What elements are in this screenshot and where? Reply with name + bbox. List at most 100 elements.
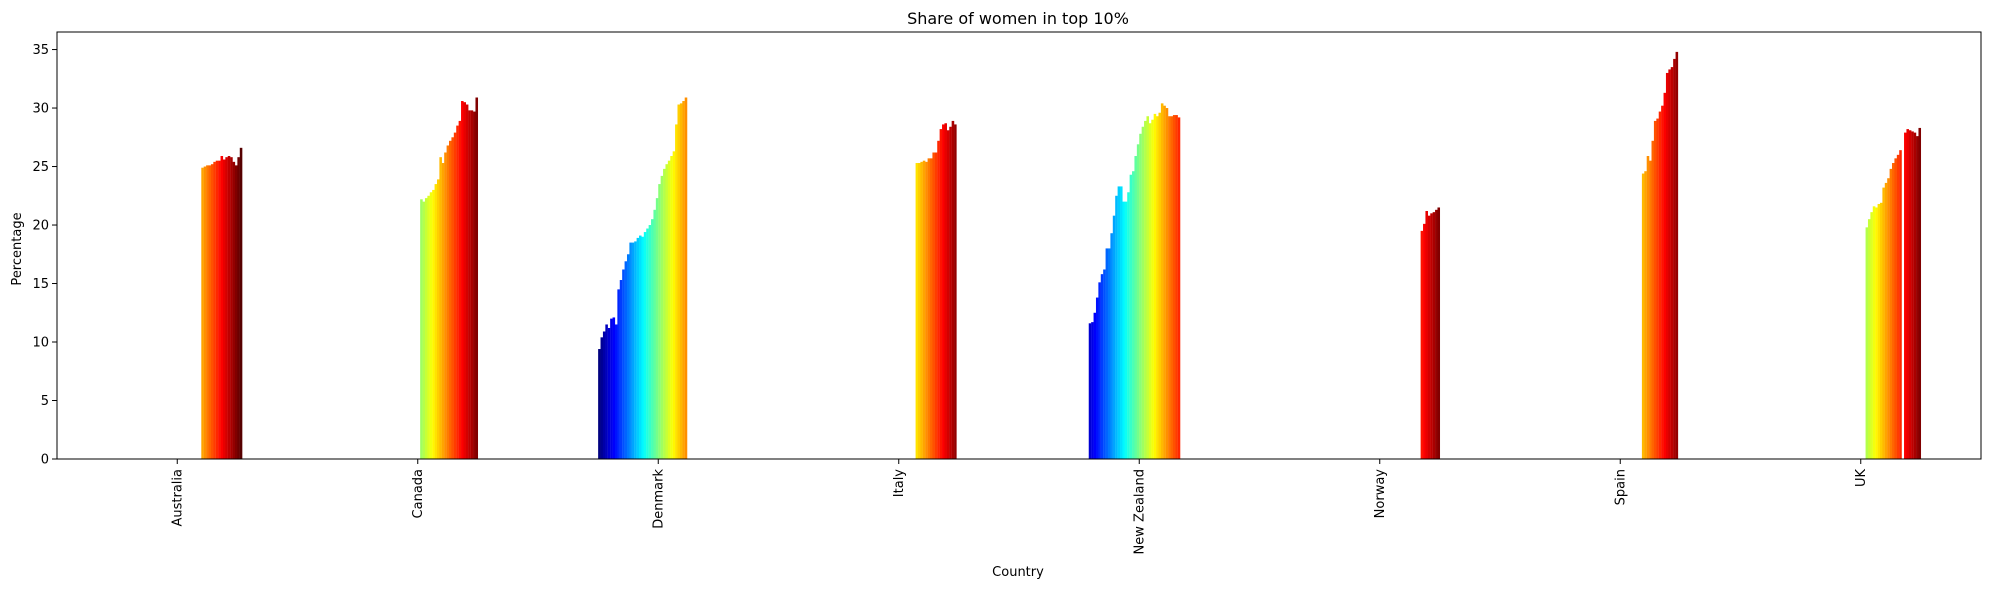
bar-new-zealand-29 <box>1148 123 1152 459</box>
bar-uk-37 <box>1889 168 1893 459</box>
bar-uk-40 <box>1896 154 1900 459</box>
bar-new-zealand-24 <box>1136 144 1140 459</box>
bar-new-zealand-21 <box>1129 174 1133 459</box>
bar-denmark-19 <box>643 232 647 459</box>
bar-uk-43 <box>1904 132 1907 460</box>
bar-new-zealand-22 <box>1132 171 1135 459</box>
bar-denmark-35 <box>682 101 685 460</box>
bar-canada-38 <box>449 140 452 460</box>
bar-new-zealand-9 <box>1100 274 1104 459</box>
bar-canada-33 <box>436 179 440 459</box>
bar-italy-36 <box>925 161 928 459</box>
bar-norway-48 <box>1435 209 1438 459</box>
bar-canada-41 <box>456 125 459 459</box>
x-tick-label: Spain <box>1613 469 1628 505</box>
bar-canada-48 <box>473 111 476 460</box>
x-tick-label: Denmark <box>651 469 666 529</box>
bar-uk-46 <box>1911 131 1914 459</box>
bar-denmark-27 <box>663 168 666 459</box>
bar-uk-28 <box>1867 219 1871 459</box>
bar-denmark-5 <box>610 318 613 459</box>
bar-canada-45 <box>465 104 469 459</box>
bar-spain-47 <box>1673 58 1676 459</box>
bar-italy-38 <box>930 158 933 459</box>
bar-uk-47 <box>1913 132 1917 460</box>
bar-denmark-36 <box>684 97 688 459</box>
bar-canada-26 <box>420 199 423 460</box>
bar-denmark-31 <box>672 151 676 459</box>
bar-uk-49 <box>1918 127 1922 460</box>
bar-australia-37 <box>206 165 209 460</box>
bar-new-zealand-26 <box>1141 126 1145 459</box>
bar-australia-42 <box>218 160 221 459</box>
bar-australia-43 <box>220 156 224 459</box>
bar-spain-45 <box>1668 69 1671 459</box>
bar-new-zealand-34 <box>1160 103 1164 460</box>
bar-new-zealand-8 <box>1098 282 1101 459</box>
bar-denmark-1 <box>600 337 604 459</box>
bar-new-zealand-41 <box>1177 117 1181 460</box>
bar-denmark-20 <box>646 228 649 459</box>
bar-italy-44 <box>944 123 947 459</box>
bar-australia-35 <box>201 167 204 459</box>
bar-uk-29 <box>1870 212 1873 459</box>
bar-new-zealand-20 <box>1127 192 1130 459</box>
bar-italy-35 <box>922 160 926 459</box>
bar-new-zealand-4 <box>1088 323 1092 459</box>
y-tick-label: 35 <box>32 43 49 58</box>
bar-canada-39 <box>451 137 454 460</box>
bar-new-zealand-19 <box>1124 201 1128 459</box>
bar-new-zealand-23 <box>1134 156 1137 459</box>
bar-italy-42 <box>939 129 943 459</box>
bar-norway-47 <box>1432 212 1436 459</box>
bar-norway-43 <box>1423 223 1426 459</box>
bar-new-zealand-10 <box>1103 269 1106 459</box>
y-tick-label: 15 <box>32 277 49 292</box>
bar-uk-34 <box>1882 187 1885 459</box>
bar-norway-44 <box>1425 210 1428 459</box>
bar-australia-44 <box>222 159 226 459</box>
bar-canada-46 <box>468 110 471 459</box>
bar-australia-41 <box>215 160 219 459</box>
bar-spain-35 <box>1644 171 1647 459</box>
bar-uk-30 <box>1872 206 1876 459</box>
bar-canada-34 <box>439 157 442 459</box>
bar-australia-36 <box>203 166 207 459</box>
bar-denmark-28 <box>665 164 669 459</box>
bar-denmark-22 <box>651 219 654 459</box>
bar-uk-48 <box>1916 136 1919 459</box>
bar-italy-46 <box>949 126 952 459</box>
x-axis-ticks: Australia Canada Denmark Italy New Zealand No… <box>170 459 1869 554</box>
y-axis-label: Percentage <box>10 212 25 285</box>
bar-canada-42 <box>458 120 462 459</box>
bar-new-zealand-7 <box>1095 297 1099 459</box>
bar-new-zealand-5 <box>1091 322 1094 459</box>
bar-australia-49 <box>234 165 238 460</box>
bar-denmark-33 <box>677 104 681 459</box>
bar-new-zealand-38 <box>1170 116 1174 459</box>
bar-new-zealand-15 <box>1115 195 1118 459</box>
x-tick-label: Italy <box>892 469 907 498</box>
y-tick-label: 5 <box>41 394 49 409</box>
bar-australia-50 <box>237 157 240 459</box>
bar-denmark-26 <box>660 175 664 459</box>
bar-canada-47 <box>470 110 474 459</box>
bar-norway-45 <box>1427 215 1431 459</box>
y-tick-label: 30 <box>32 102 49 117</box>
bar-italy-34 <box>920 161 923 459</box>
bar-australia-45 <box>225 157 228 459</box>
bar-denmark-25 <box>658 184 661 459</box>
bar-new-zealand-17 <box>1120 186 1123 460</box>
bar-italy-41 <box>937 140 940 460</box>
bar-denmark-8 <box>617 289 620 459</box>
bar-spain-41 <box>1658 111 1662 460</box>
bar-canada-31 <box>432 189 435 459</box>
bar-new-zealand-32 <box>1156 116 1159 459</box>
bar-canada-29 <box>427 195 430 459</box>
bar-australia-38 <box>208 165 212 460</box>
bar-new-zealand-31 <box>1153 113 1157 459</box>
bar-australia-46 <box>227 156 231 459</box>
y-axis-ticks: 0 5 10 15 20 25 30 35 <box>32 43 57 468</box>
bar-canada-35 <box>441 163 445 459</box>
